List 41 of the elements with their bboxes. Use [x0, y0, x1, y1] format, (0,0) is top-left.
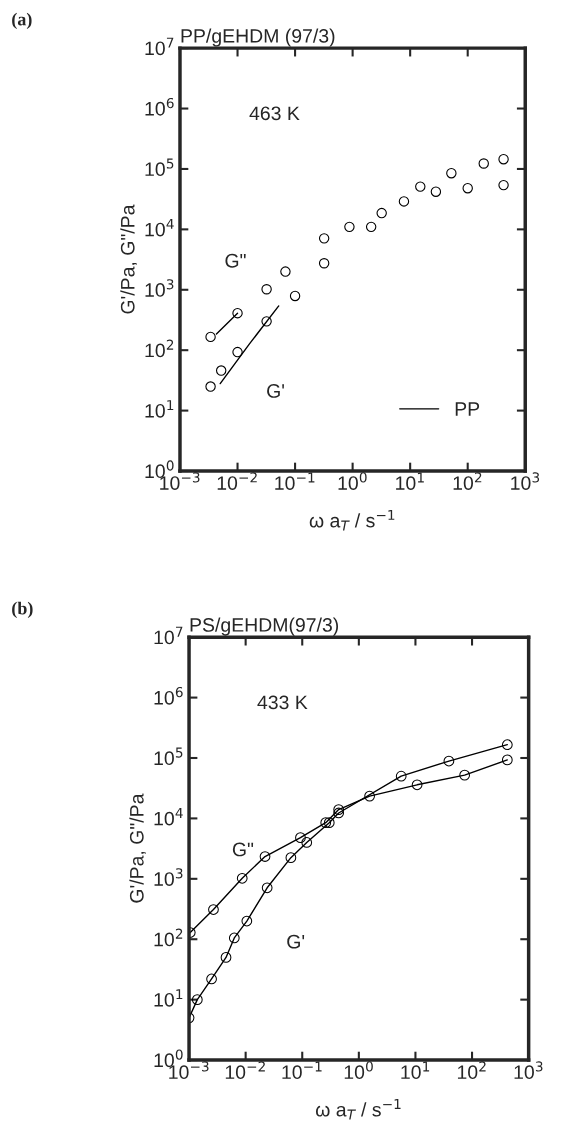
y-tick-label: 10$^{1}$ — [145, 400, 174, 418]
text: (b) — [12, 601, 33, 619]
y-tick-label: 10$^{2}$ — [145, 339, 174, 358]
y-tick-label: 10$^{4}$ — [145, 218, 174, 237]
y-tick-label: 10$^{6}$ — [145, 97, 174, 116]
series-label: G" — [225, 253, 246, 268]
legend-label: PP — [455, 402, 480, 416]
y-axis-title: G'/Pa, G"/Pa — [129, 793, 146, 903]
x-tick-label: 10$^{3}$ — [514, 1061, 543, 1080]
text: (a) — [12, 12, 32, 30]
x-tick-label: 10$^{2}$ — [453, 472, 482, 490]
series-label: G' — [287, 934, 305, 949]
x-tick-label: 10$^{0}$ — [338, 472, 367, 490]
x-axis-title: ω a$_{T}$ / s$^{−1}$ — [309, 509, 395, 531]
x-tick-label: 10$^{1}$ — [396, 472, 424, 491]
x-tick-label: 10$^{3}$ — [511, 472, 540, 490]
x-tick-label: 10$^{0}$ — [344, 1061, 373, 1080]
text: G' — [267, 384, 284, 398]
x-tick-label: 10$^{−2}$ — [217, 472, 257, 490]
y-tick-label: 10$^{4}$ — [154, 807, 183, 826]
y-tick-label: 10$^{2}$ — [154, 928, 183, 947]
y-axis-title: G'/Pa, G"/Pa — [120, 204, 137, 314]
y-tick-label: 10$^{1}$ — [154, 989, 183, 1007]
annotation: 433 K — [257, 695, 308, 710]
chart-title: PS/gEHDM(97/3) — [190, 617, 339, 636]
x-tick-label: 10$^{−1}$ — [275, 472, 315, 491]
y-tick-label: 10$^{6}$ — [154, 686, 183, 705]
y-tick-label: 10$^{3}$ — [145, 279, 174, 297]
x-tick-label: 10$^{−2}$ — [225, 1061, 265, 1080]
y-tick-label: 10$^{3}$ — [154, 868, 183, 886]
y-tick-label: 10$^{5}$ — [145, 158, 174, 177]
y-tick-label: 10$^{5}$ — [154, 747, 183, 766]
y-tick-label: 10$^{7}$ — [154, 626, 183, 645]
x-axis-title: ω a$_{T}$ / s$^{−1}$ — [315, 1098, 401, 1120]
x-tick-label: 10$^{−1}$ — [282, 1061, 322, 1080]
x-tick-label: 10$^{1}$ — [401, 1061, 430, 1080]
chart-title: PP/gEHDM (97/3) — [181, 28, 335, 47]
annotation: 463 K — [249, 106, 300, 121]
series-label: G" — [232, 842, 254, 857]
x-tick-label: 10$^{2}$ — [457, 1061, 486, 1080]
y-tick-label: 10$^{7}$ — [145, 37, 174, 56]
